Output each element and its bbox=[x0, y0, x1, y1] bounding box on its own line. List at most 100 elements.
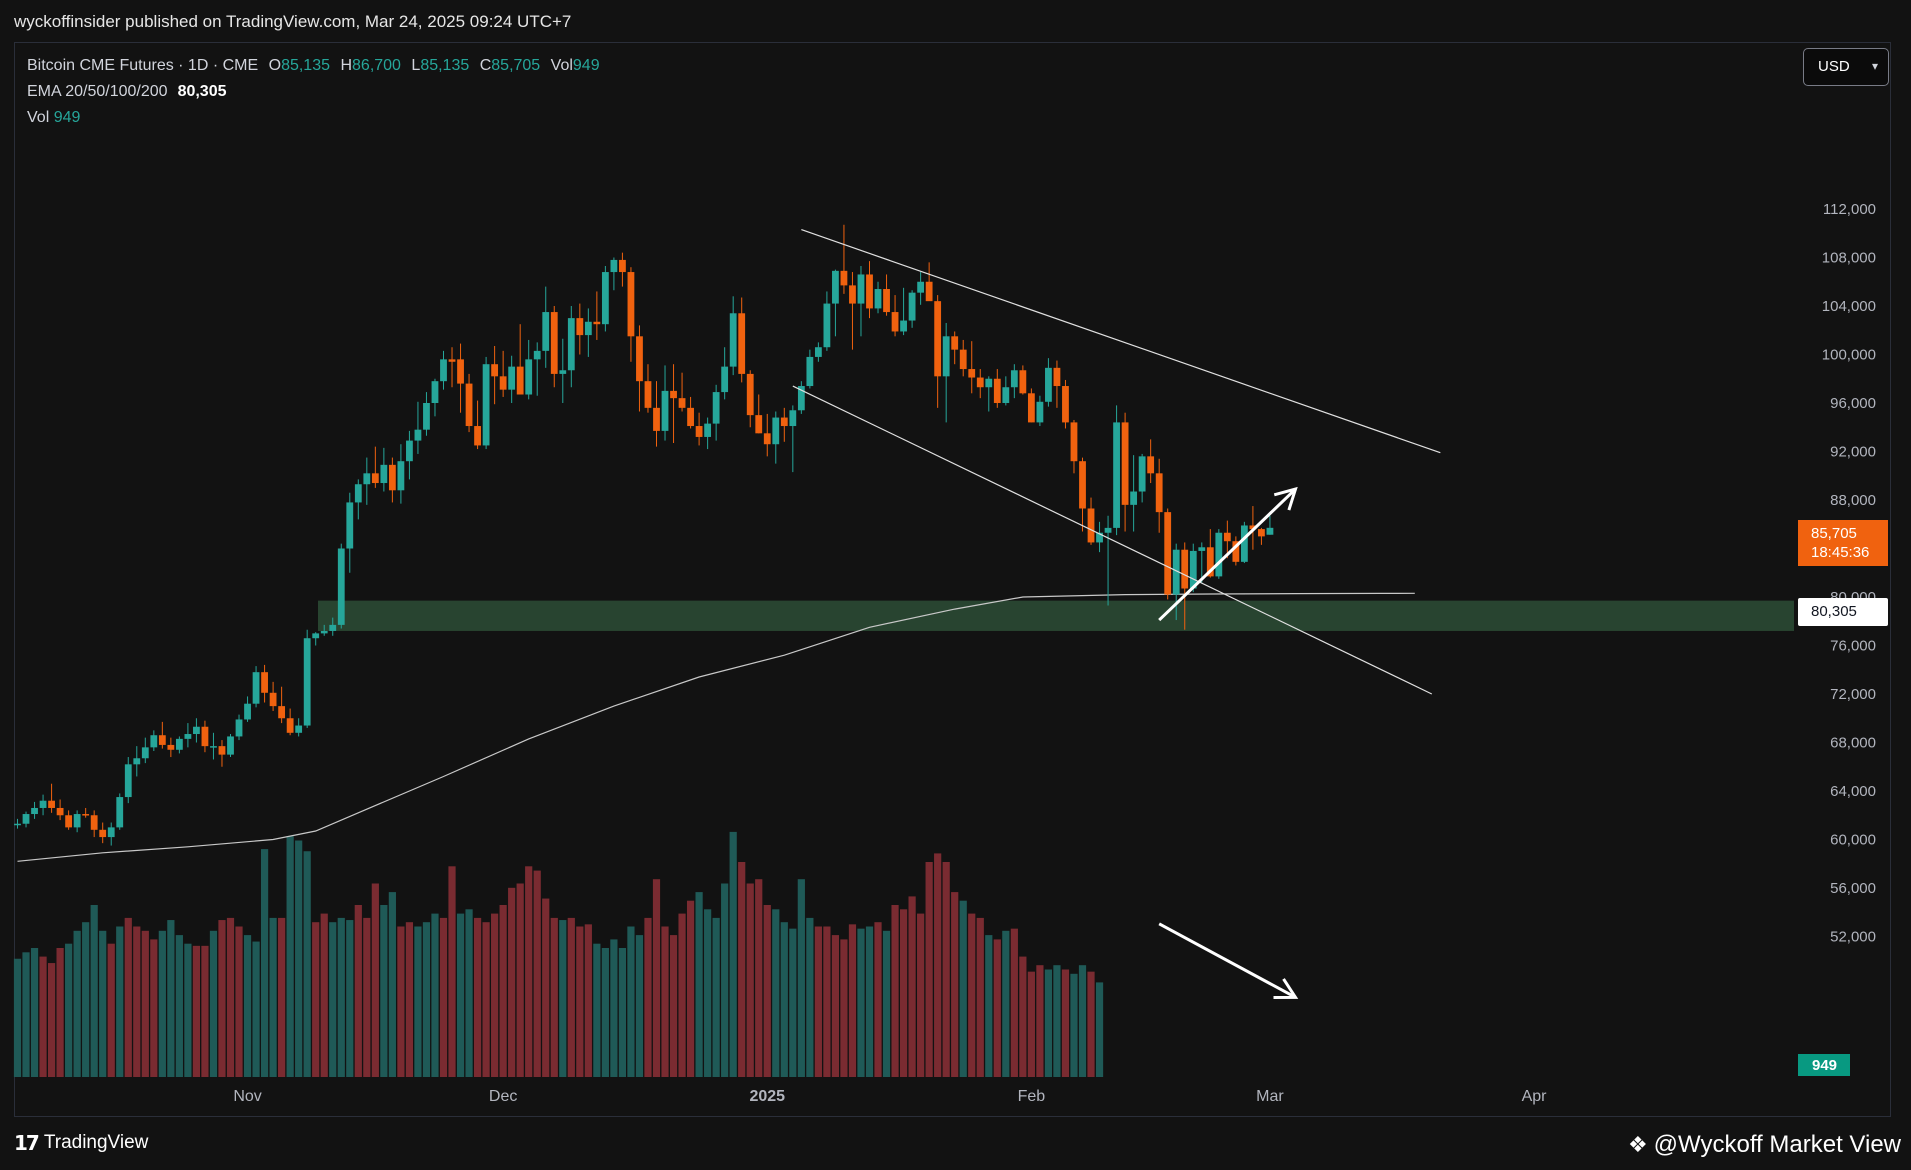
chart-legend: Bitcoin CME Futures · 1D · CME O85,135 H… bbox=[27, 53, 600, 131]
volume-bar bbox=[1061, 969, 1070, 1077]
candle-body bbox=[755, 415, 763, 434]
volume-bar bbox=[201, 945, 209, 1077]
volume-bar bbox=[312, 922, 320, 1077]
volume-bar bbox=[116, 926, 124, 1077]
volume-bar bbox=[141, 930, 149, 1077]
legend-vol-row[interactable]: Vol 949 bbox=[27, 105, 600, 131]
candle-body bbox=[388, 464, 396, 491]
candle-body bbox=[99, 829, 107, 838]
volume-bar bbox=[917, 913, 925, 1077]
channel-lower-line bbox=[792, 385, 1433, 695]
candle-body bbox=[1164, 512, 1172, 595]
candle-body bbox=[1019, 370, 1027, 394]
time-tick-label: Nov bbox=[233, 1088, 261, 1105]
volume-bar bbox=[380, 905, 388, 1077]
candle-body bbox=[1155, 473, 1163, 513]
drawings-layer bbox=[792, 229, 1441, 999]
volume-bar bbox=[925, 862, 933, 1077]
candle-body bbox=[772, 417, 780, 445]
candle-body bbox=[1096, 532, 1103, 543]
candle-body bbox=[406, 440, 413, 462]
candle-body bbox=[1189, 550, 1197, 589]
candle-body bbox=[584, 321, 592, 336]
candle-body bbox=[107, 827, 115, 838]
candle-body bbox=[1121, 422, 1129, 505]
volume-bar bbox=[814, 926, 822, 1077]
volume-bar bbox=[797, 879, 805, 1077]
symbol-title[interactable]: Bitcoin CME Futures · 1D · CME bbox=[27, 57, 259, 74]
candle-body bbox=[601, 272, 609, 325]
candle-body bbox=[1206, 547, 1214, 577]
candle-body bbox=[1240, 525, 1248, 562]
volume-bar bbox=[473, 917, 482, 1077]
volume-bar bbox=[729, 831, 737, 1077]
candle-body bbox=[763, 433, 771, 445]
volume-bar bbox=[1036, 965, 1044, 1077]
volume-bar bbox=[269, 917, 277, 1077]
candle-body bbox=[252, 672, 260, 704]
volume-bar bbox=[985, 935, 993, 1077]
volume-bar bbox=[329, 922, 337, 1077]
candle-body bbox=[1036, 401, 1044, 423]
time-tick-label: 2025 bbox=[749, 1088, 785, 1105]
currency-button[interactable]: USD ▾ bbox=[1803, 48, 1889, 86]
price-tick-label: 76,000 bbox=[1830, 638, 1876, 655]
support-zone-rect bbox=[318, 600, 1794, 631]
candle-body bbox=[959, 349, 967, 370]
candle-body bbox=[218, 746, 226, 755]
volume-bar bbox=[124, 917, 132, 1077]
time-axis[interactable]: Nov Dec 2025 Feb Mar Apr bbox=[233, 1088, 1547, 1105]
chart-frame[interactable] bbox=[14, 42, 1891, 1117]
candle-body bbox=[934, 301, 942, 377]
volume-bar bbox=[1087, 971, 1095, 1077]
candle-body bbox=[141, 747, 149, 759]
volume-bar bbox=[951, 892, 959, 1077]
candle-body bbox=[550, 312, 558, 374]
candle-body bbox=[48, 800, 55, 808]
candle-body bbox=[295, 725, 303, 733]
candle-body bbox=[900, 320, 907, 332]
volume-bar bbox=[30, 948, 39, 1077]
volume-bar bbox=[346, 920, 354, 1077]
candle-body bbox=[814, 347, 822, 357]
candle-body bbox=[380, 464, 388, 484]
price-tick-label: 96,000 bbox=[1830, 395, 1876, 412]
time-tick-label: Dec bbox=[489, 1088, 517, 1105]
vol-value: 949 bbox=[53, 109, 81, 126]
candle-body bbox=[610, 259, 618, 273]
tradingview-logo[interactable]: 𝟭𝟳 TradingView bbox=[14, 1131, 148, 1155]
candle-body bbox=[1215, 532, 1223, 577]
volume-bar bbox=[1019, 956, 1027, 1077]
volume-bar bbox=[934, 853, 942, 1077]
volume-bar bbox=[184, 943, 192, 1077]
volume-bar bbox=[448, 866, 456, 1077]
volume-bar bbox=[780, 922, 788, 1077]
candle-body bbox=[533, 350, 541, 360]
volume-bar bbox=[499, 905, 507, 1077]
volume-bar bbox=[56, 948, 64, 1077]
price-axis[interactable]: 52,000 56,000 60,000 64,000 68,000 72,000 76,0… bbox=[1822, 201, 1876, 946]
bar-countdown: 18:45:36 bbox=[1811, 544, 1870, 561]
volume-bar bbox=[772, 909, 780, 1077]
candle-body bbox=[414, 429, 422, 441]
candle-body bbox=[1113, 422, 1120, 528]
candle-body bbox=[687, 407, 694, 427]
ohlc-low-key: L bbox=[411, 57, 421, 74]
legend-ema-row[interactable]: EMA 20/50/100/200 80,305 bbox=[27, 79, 600, 105]
volume-bar bbox=[175, 935, 183, 1077]
publish-bar: wyckoffinsider published on TradingView.… bbox=[0, 0, 1911, 42]
candle-body bbox=[866, 274, 873, 309]
candle-body bbox=[1249, 525, 1257, 530]
candle-body bbox=[1027, 393, 1035, 423]
volume-bar bbox=[482, 922, 490, 1077]
candle-body bbox=[14, 823, 21, 826]
price-tick-label: 108,000 bbox=[1822, 250, 1876, 267]
candle-body bbox=[1130, 491, 1138, 505]
volume-bar bbox=[22, 952, 30, 1077]
volume-bar bbox=[47, 963, 56, 1077]
candle-body bbox=[90, 815, 98, 830]
candle-body bbox=[849, 285, 856, 304]
volume-bar bbox=[976, 917, 984, 1077]
